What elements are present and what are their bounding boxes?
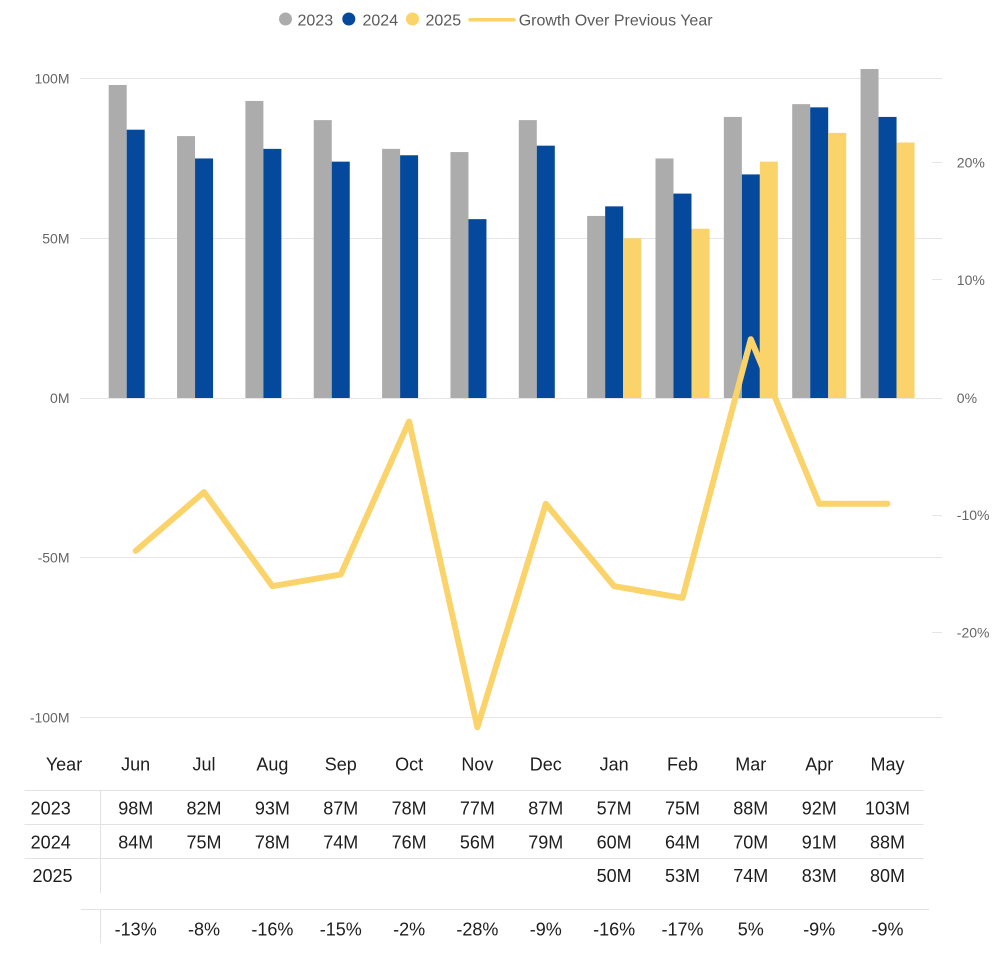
svg-text:50M: 50M [42,230,69,246]
svg-text:-16%: -16% [593,920,635,940]
svg-text:88M: 88M [870,833,905,853]
svg-text:103M: 103M [865,799,910,819]
svg-text:10%: 10% [957,272,985,288]
svg-text:0M: 0M [50,390,69,406]
svg-text:Nov: Nov [461,755,493,775]
svg-text:2024: 2024 [31,833,71,853]
svg-text:-8%: -8% [188,920,220,940]
svg-text:2023: 2023 [298,13,334,30]
svg-text:60M: 60M [597,833,632,853]
svg-text:5%: 5% [738,920,764,940]
svg-text:2023: 2023 [31,799,71,819]
svg-text:Apr: Apr [805,755,833,775]
svg-text:77M: 77M [460,799,495,819]
svg-text:-9%: -9% [871,920,903,940]
svg-text:-20%: -20% [957,625,990,641]
svg-text:Dec: Dec [530,755,562,775]
svg-text:91M: 91M [802,833,837,853]
svg-text:75M: 75M [186,833,221,853]
svg-text:-9%: -9% [530,920,562,940]
svg-text:Jan: Jan [600,755,629,775]
svg-text:76M: 76M [392,833,427,853]
svg-text:-28%: -28% [456,920,498,940]
svg-text:79M: 79M [528,833,563,853]
svg-text:-15%: -15% [320,920,362,940]
svg-text:0%: 0% [957,390,977,406]
svg-text:87M: 87M [323,799,358,819]
svg-text:Jun: Jun [121,755,150,775]
svg-text:70M: 70M [733,833,768,853]
svg-text:84M: 84M [118,833,153,853]
svg-text:64M: 64M [665,833,700,853]
svg-text:20%: 20% [957,154,985,170]
svg-text:2025: 2025 [32,866,72,886]
svg-text:-10%: -10% [957,507,990,523]
svg-text:78M: 78M [392,799,427,819]
svg-text:50M: 50M [597,866,632,886]
svg-text:98M: 98M [118,799,153,819]
svg-text:82M: 82M [186,799,221,819]
svg-text:57M: 57M [597,799,632,819]
svg-text:Feb: Feb [667,755,698,775]
svg-text:83M: 83M [802,866,837,886]
svg-text:-50M: -50M [38,550,70,566]
svg-text:100M: 100M [34,71,69,87]
svg-text:May: May [870,755,904,775]
svg-text:Aug: Aug [256,755,288,775]
svg-text:Mar: Mar [735,755,766,775]
svg-text:-16%: -16% [251,920,293,940]
svg-text:93M: 93M [255,799,290,819]
svg-text:80M: 80M [870,866,905,886]
svg-text:78M: 78M [255,833,290,853]
svg-text:74M: 74M [323,833,358,853]
svg-text:Oct: Oct [395,755,423,775]
svg-text:-9%: -9% [803,920,835,940]
svg-text:92M: 92M [802,799,837,819]
svg-text:Sep: Sep [325,755,357,775]
svg-text:53M: 53M [665,866,700,886]
svg-text:-100M: -100M [30,709,70,725]
svg-text:88M: 88M [733,799,768,819]
svg-text:74M: 74M [733,866,768,886]
svg-text:Jul: Jul [192,755,215,775]
svg-text:-17%: -17% [661,920,703,940]
svg-text:-2%: -2% [393,920,425,940]
svg-text:56M: 56M [460,833,495,853]
svg-text:75M: 75M [665,799,700,819]
svg-text:87M: 87M [528,799,563,819]
svg-text:Year: Year [46,755,82,775]
svg-text:-13%: -13% [115,920,157,940]
svg-text:2025: 2025 [426,13,462,30]
svg-text:2024: 2024 [363,13,399,30]
svg-text:Growth Over Previous Year: Growth Over Previous Year [519,13,714,30]
